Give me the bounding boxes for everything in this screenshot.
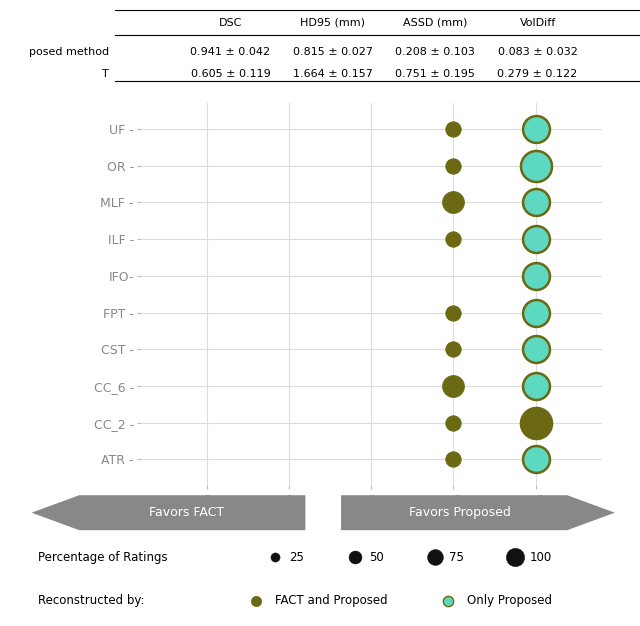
Point	[449, 307, 459, 317]
Point	[449, 381, 459, 391]
Polygon shape	[341, 495, 615, 530]
Text: 0.751 ± 0.195: 0.751 ± 0.195	[396, 69, 475, 80]
Text: posed method: posed method	[29, 48, 109, 58]
Point	[531, 197, 541, 207]
Text: VolDiff: VolDiff	[520, 18, 556, 28]
Point	[350, 553, 360, 563]
Text: T: T	[102, 69, 109, 80]
Point	[531, 161, 541, 171]
Text: FACT and Proposed: FACT and Proposed	[275, 594, 388, 607]
Point	[531, 454, 541, 464]
Point	[510, 553, 520, 563]
Point	[251, 596, 261, 606]
Text: Favors FACT: Favors FACT	[148, 506, 224, 519]
Text: 75: 75	[449, 551, 464, 564]
Point	[449, 418, 459, 428]
Point	[531, 418, 541, 428]
Point	[449, 454, 459, 464]
Point	[443, 596, 453, 606]
Point	[531, 307, 541, 317]
Text: 1.664 ± 0.157: 1.664 ± 0.157	[293, 69, 372, 80]
Text: 0.941 ± 0.042: 0.941 ± 0.042	[190, 48, 271, 58]
Text: Percentage of Ratings: Percentage of Ratings	[38, 551, 168, 564]
Point	[449, 344, 459, 354]
Text: 50: 50	[369, 551, 384, 564]
Text: ASSD (mm): ASSD (mm)	[403, 18, 467, 28]
Polygon shape	[31, 495, 305, 530]
Text: 25: 25	[289, 551, 304, 564]
Text: 0.083 ± 0.032: 0.083 ± 0.032	[498, 48, 577, 58]
Text: 0.279 ± 0.122: 0.279 ± 0.122	[497, 69, 578, 80]
Point	[449, 234, 459, 244]
Text: 100: 100	[529, 551, 552, 564]
Point	[449, 124, 459, 134]
Text: DSC: DSC	[219, 18, 242, 28]
Point	[531, 381, 541, 391]
Text: 0.815 ± 0.027: 0.815 ± 0.027	[293, 48, 372, 58]
Point	[430, 553, 440, 563]
Point	[531, 271, 541, 281]
Text: HD95 (mm): HD95 (mm)	[300, 18, 365, 28]
Text: 0.208 ± 0.103: 0.208 ± 0.103	[396, 48, 475, 58]
Text: Only Proposed: Only Proposed	[467, 594, 552, 607]
Text: Reconstructed by:: Reconstructed by:	[38, 594, 145, 607]
Point	[449, 161, 459, 171]
Point	[270, 553, 280, 563]
Point	[449, 197, 459, 207]
Text: 0.605 ± 0.119: 0.605 ± 0.119	[191, 69, 270, 80]
Point	[531, 124, 541, 134]
Text: Favors Proposed: Favors Proposed	[409, 506, 511, 519]
Point	[531, 344, 541, 354]
Point	[531, 234, 541, 244]
